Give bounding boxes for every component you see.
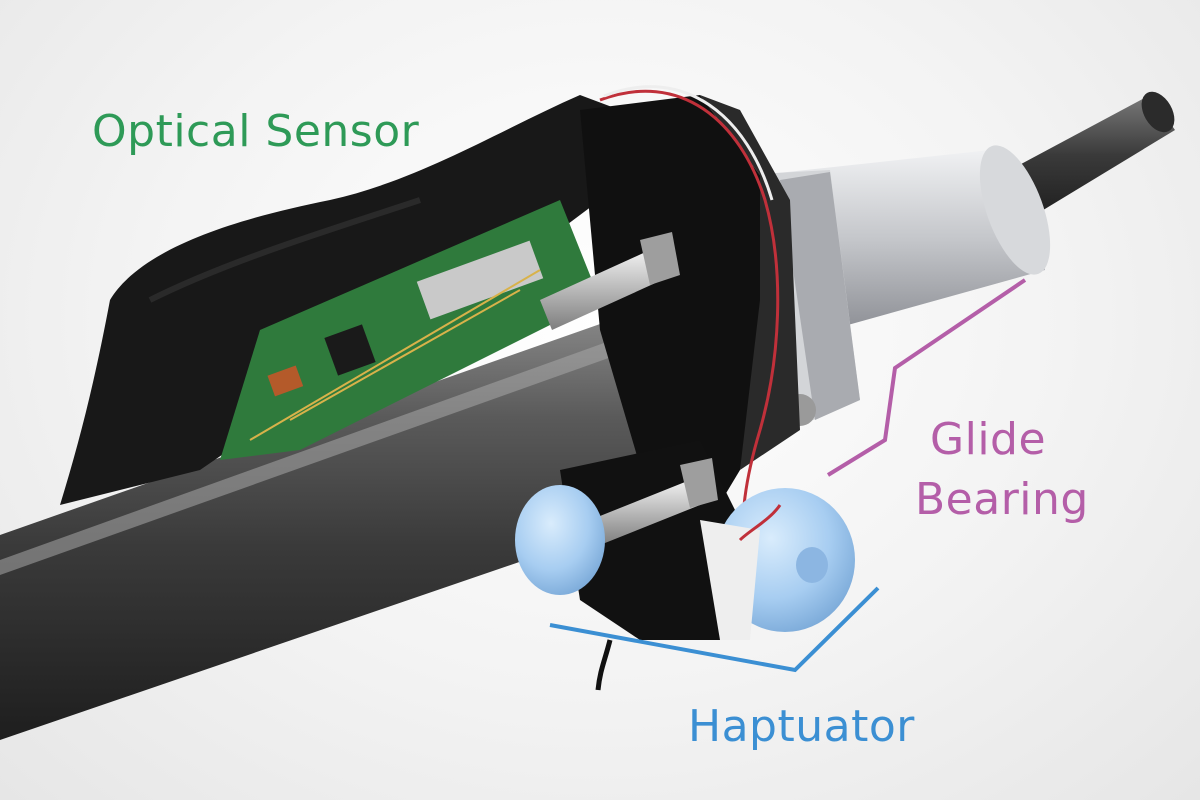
main-rod	[0, 310, 700, 740]
haptuator-foam	[515, 485, 855, 640]
glide-bearing-label-line2: Bearing	[915, 474, 1089, 525]
haptuator-leader-line	[549, 586, 880, 673]
optical-sensor-label: Optical Sensor	[92, 106, 420, 157]
circuit-board	[220, 200, 600, 460]
thin-rod	[1010, 91, 1175, 215]
wires	[595, 504, 782, 691]
haptuator-label: Haptuator	[688, 701, 915, 752]
bolt-lower	[590, 458, 718, 545]
clamp-assembly	[560, 85, 800, 640]
glide-bearing-label-line1: Glide	[930, 414, 1047, 465]
glide-bearing-leader-line	[826, 278, 1027, 477]
bolt-upper	[540, 232, 680, 330]
